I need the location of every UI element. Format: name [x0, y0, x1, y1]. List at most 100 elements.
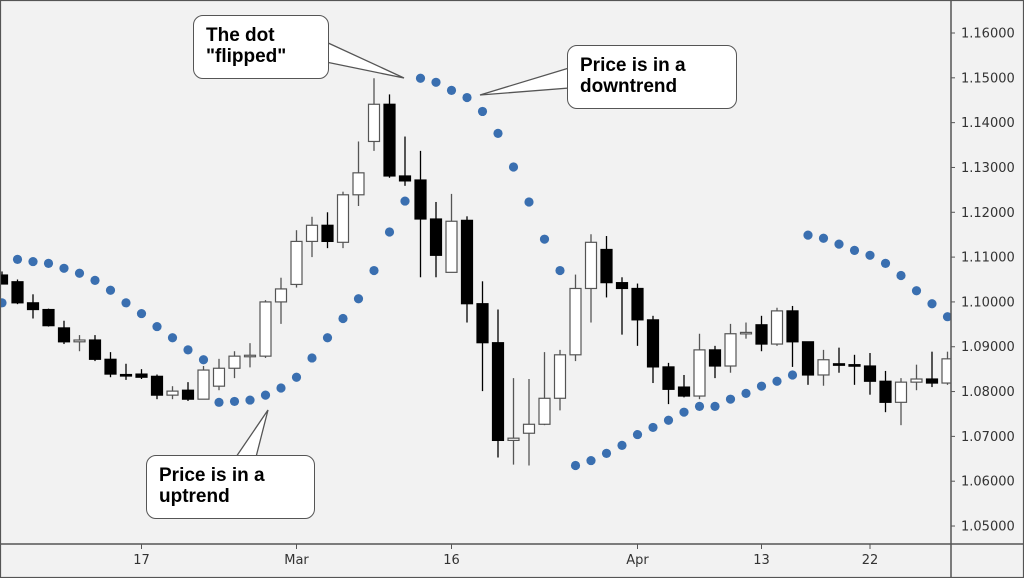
candle-body: [26, 302, 40, 311]
candle-body: [817, 359, 830, 376]
candle: [662, 362, 675, 405]
candle-body: [925, 378, 939, 384]
y-tick-label: 1.05000: [961, 520, 1015, 535]
y-tick-label: 1.08000: [961, 385, 1015, 400]
candle: [786, 305, 799, 367]
candle-body: [600, 248, 613, 284]
candle-body: [197, 369, 210, 400]
sar-dot: [400, 196, 410, 206]
candle-body: [538, 397, 551, 425]
candle: [708, 345, 722, 379]
annotation-uptrend: Price is in a uptrend: [146, 455, 315, 519]
candle-body: [352, 172, 365, 196]
candle: [290, 230, 303, 288]
candle: [119, 363, 133, 380]
sar-dot: [90, 275, 100, 286]
candle: [817, 349, 830, 386]
candle: [0, 271, 9, 285]
candle-body: [321, 224, 334, 243]
sar-dot: [570, 460, 581, 471]
sar-dot: [787, 370, 798, 380]
x-tick-label: 16: [443, 553, 460, 568]
y-tick-label: 1.10000: [961, 295, 1015, 310]
sar-dot: [338, 313, 348, 324]
sar-dot: [369, 265, 379, 276]
annotation-downtrend: Price is in a downtrend: [567, 45, 737, 109]
candle: [600, 236, 613, 298]
y-tick-label: 1.16000: [961, 27, 1015, 42]
sar-dot: [59, 263, 69, 273]
candle: [646, 315, 660, 384]
candle-body: [786, 310, 799, 343]
sar-dot: [152, 321, 162, 332]
sar-dot: [617, 440, 627, 450]
sar-dot: [663, 415, 674, 425]
candle-body: [507, 437, 520, 442]
candle: [615, 277, 629, 335]
candle-body: [460, 219, 474, 305]
candle-body: [848, 364, 861, 367]
candle: [259, 300, 272, 358]
candle: [352, 141, 365, 207]
candle: [894, 378, 908, 426]
sar-dot: [648, 422, 658, 433]
candle-body: [646, 319, 660, 368]
candle-body: [739, 331, 753, 335]
candle-body: [863, 365, 877, 382]
sar-dot: [322, 333, 333, 343]
candle: [863, 353, 877, 395]
candle-body: [910, 378, 923, 383]
sar-dot: [694, 401, 705, 411]
candle-body: [259, 301, 272, 357]
candle: [476, 281, 489, 392]
x-tick-label: Mar: [284, 553, 309, 568]
candle-body: [879, 380, 892, 403]
candle-body: [569, 287, 582, 356]
candle-body: [104, 358, 117, 375]
candle-body: [336, 194, 350, 243]
sar-dot: [229, 396, 240, 407]
sar-dot: [307, 353, 317, 363]
candle: [755, 315, 768, 352]
sar-dot: [818, 233, 829, 243]
sar-dot: [477, 106, 488, 117]
sar-dot: [927, 299, 937, 309]
candle-body: [894, 381, 908, 403]
candle: [925, 351, 939, 388]
candle: [460, 216, 474, 323]
candle: [150, 374, 164, 400]
candle: [383, 94, 396, 178]
sar-dot: [772, 376, 782, 386]
candle: [569, 274, 582, 362]
sar-dot: [105, 285, 116, 295]
candle-body: [228, 355, 241, 369]
candle-body: [166, 390, 179, 396]
candle: [274, 277, 288, 324]
candle: [305, 216, 319, 258]
candle-body: [445, 220, 458, 273]
candle: [73, 335, 86, 352]
sar-dot: [245, 395, 255, 405]
candle-body: [429, 218, 443, 256]
sar-dot: [121, 298, 131, 308]
y-tick-label: 1.06000: [961, 475, 1015, 490]
candle-body: [491, 342, 505, 442]
candle-body: [677, 386, 691, 397]
sar-dot: [725, 394, 736, 404]
candle-body: [662, 366, 675, 390]
candle-body: [801, 341, 815, 376]
sar-dot: [911, 286, 922, 296]
candle-body: [135, 373, 148, 378]
candle-body: [398, 175, 412, 182]
y-tick-label: 1.13000: [961, 161, 1015, 176]
sar-dot: [167, 333, 178, 343]
annotation-flipped: The dot "flipped": [193, 15, 329, 79]
candle-body: [941, 358, 951, 384]
y-tick-label: 1.14000: [961, 116, 1015, 131]
sar-dot: [586, 455, 596, 466]
candle-body: [832, 363, 846, 366]
sar-dot: [834, 239, 844, 249]
candle-body: [11, 281, 24, 304]
annotation-downtrend-pointer: [479, 67, 570, 96]
sar-dot: [260, 390, 271, 400]
